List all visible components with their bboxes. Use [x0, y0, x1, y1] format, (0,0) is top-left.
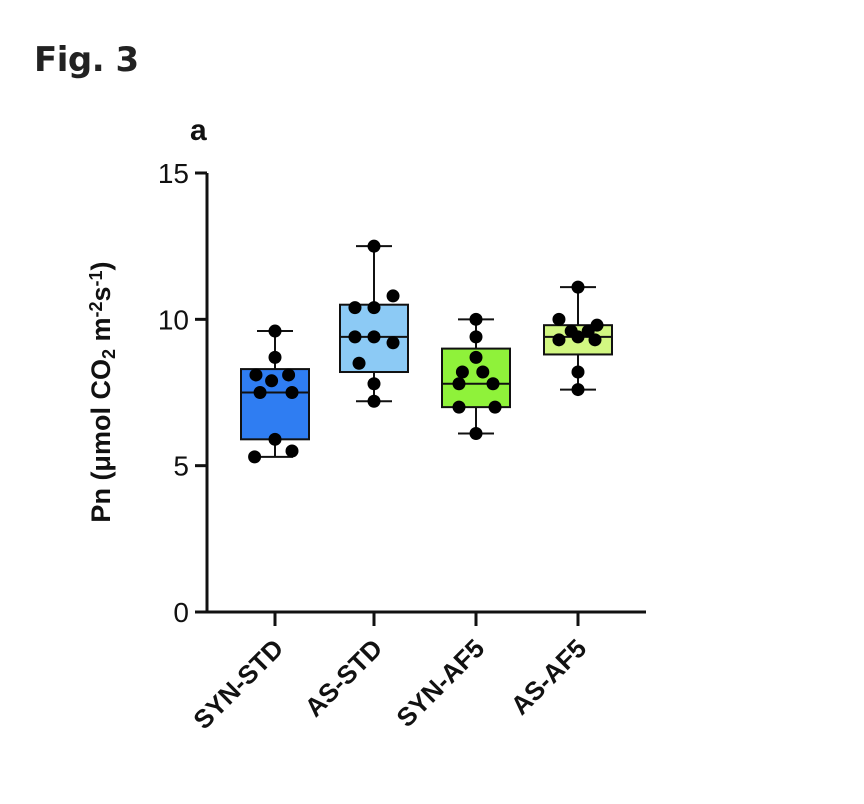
data-point	[249, 368, 263, 382]
data-point	[452, 400, 466, 414]
data-point	[469, 312, 483, 326]
y-label-sup2: -1	[86, 270, 106, 286]
data-point	[282, 368, 296, 382]
y-tick-label: 5	[173, 451, 189, 482]
data-point	[367, 239, 381, 253]
y-tick-label: 0	[173, 597, 189, 628]
x-tick-label: AS-STD	[299, 633, 389, 723]
data-point	[367, 377, 381, 391]
x-tick-label: SYN-STD	[187, 633, 289, 735]
data-point	[488, 400, 502, 414]
data-point	[348, 301, 362, 315]
data-point	[285, 444, 299, 458]
y-label-post: )	[86, 261, 116, 270]
data-point	[367, 301, 381, 315]
data-point	[486, 377, 500, 391]
y-label-pre: Pn (μmol CO	[86, 359, 116, 523]
panel-label: a	[190, 114, 207, 147]
y-tick-label: 15	[158, 158, 189, 189]
data-point	[552, 312, 566, 326]
data-point	[452, 377, 466, 391]
y-label-s: s	[86, 286, 116, 301]
x-tick-label: AS-AF5	[505, 633, 593, 721]
data-point	[367, 330, 381, 344]
data-point	[552, 333, 566, 347]
axes: 0 5 10 15 SYN-STD AS-STD SYN-AF5 AS-AF5	[158, 158, 646, 735]
data-point	[588, 333, 602, 347]
data-point	[469, 426, 483, 440]
data-point	[268, 324, 282, 338]
figure-label: Fig. 3	[34, 40, 139, 80]
data-point	[268, 432, 282, 446]
x-tick-label: SYN-AF5	[390, 633, 490, 733]
y-label-sup1: -2	[86, 301, 106, 317]
data-point	[571, 365, 585, 379]
data-points	[248, 239, 604, 464]
y-label-sub: 2	[99, 349, 119, 359]
boxes	[240, 245, 613, 458]
data-point	[469, 350, 483, 364]
data-point	[265, 374, 279, 388]
y-tick-label: 10	[158, 304, 189, 335]
data-point	[248, 450, 262, 464]
data-point	[253, 386, 267, 399]
data-point	[476, 365, 490, 379]
data-point	[386, 289, 400, 303]
data-point	[571, 383, 585, 397]
data-point	[469, 330, 483, 344]
data-point	[348, 330, 362, 344]
data-point	[455, 365, 469, 379]
y-label-mid: m	[86, 318, 116, 350]
data-point	[367, 394, 381, 408]
data-point	[581, 324, 595, 338]
data-point	[352, 356, 366, 370]
data-point	[571, 330, 585, 344]
y-axis-label: Pn (μmol CO2 m-2s-1)	[86, 261, 119, 522]
data-point	[386, 336, 400, 350]
data-point	[571, 280, 585, 294]
data-point	[285, 386, 299, 399]
svg-text:Pn (μmol CO2 m-2s-1): Pn (μmol CO2 m-2s-1)	[86, 261, 119, 522]
data-point	[268, 350, 282, 364]
